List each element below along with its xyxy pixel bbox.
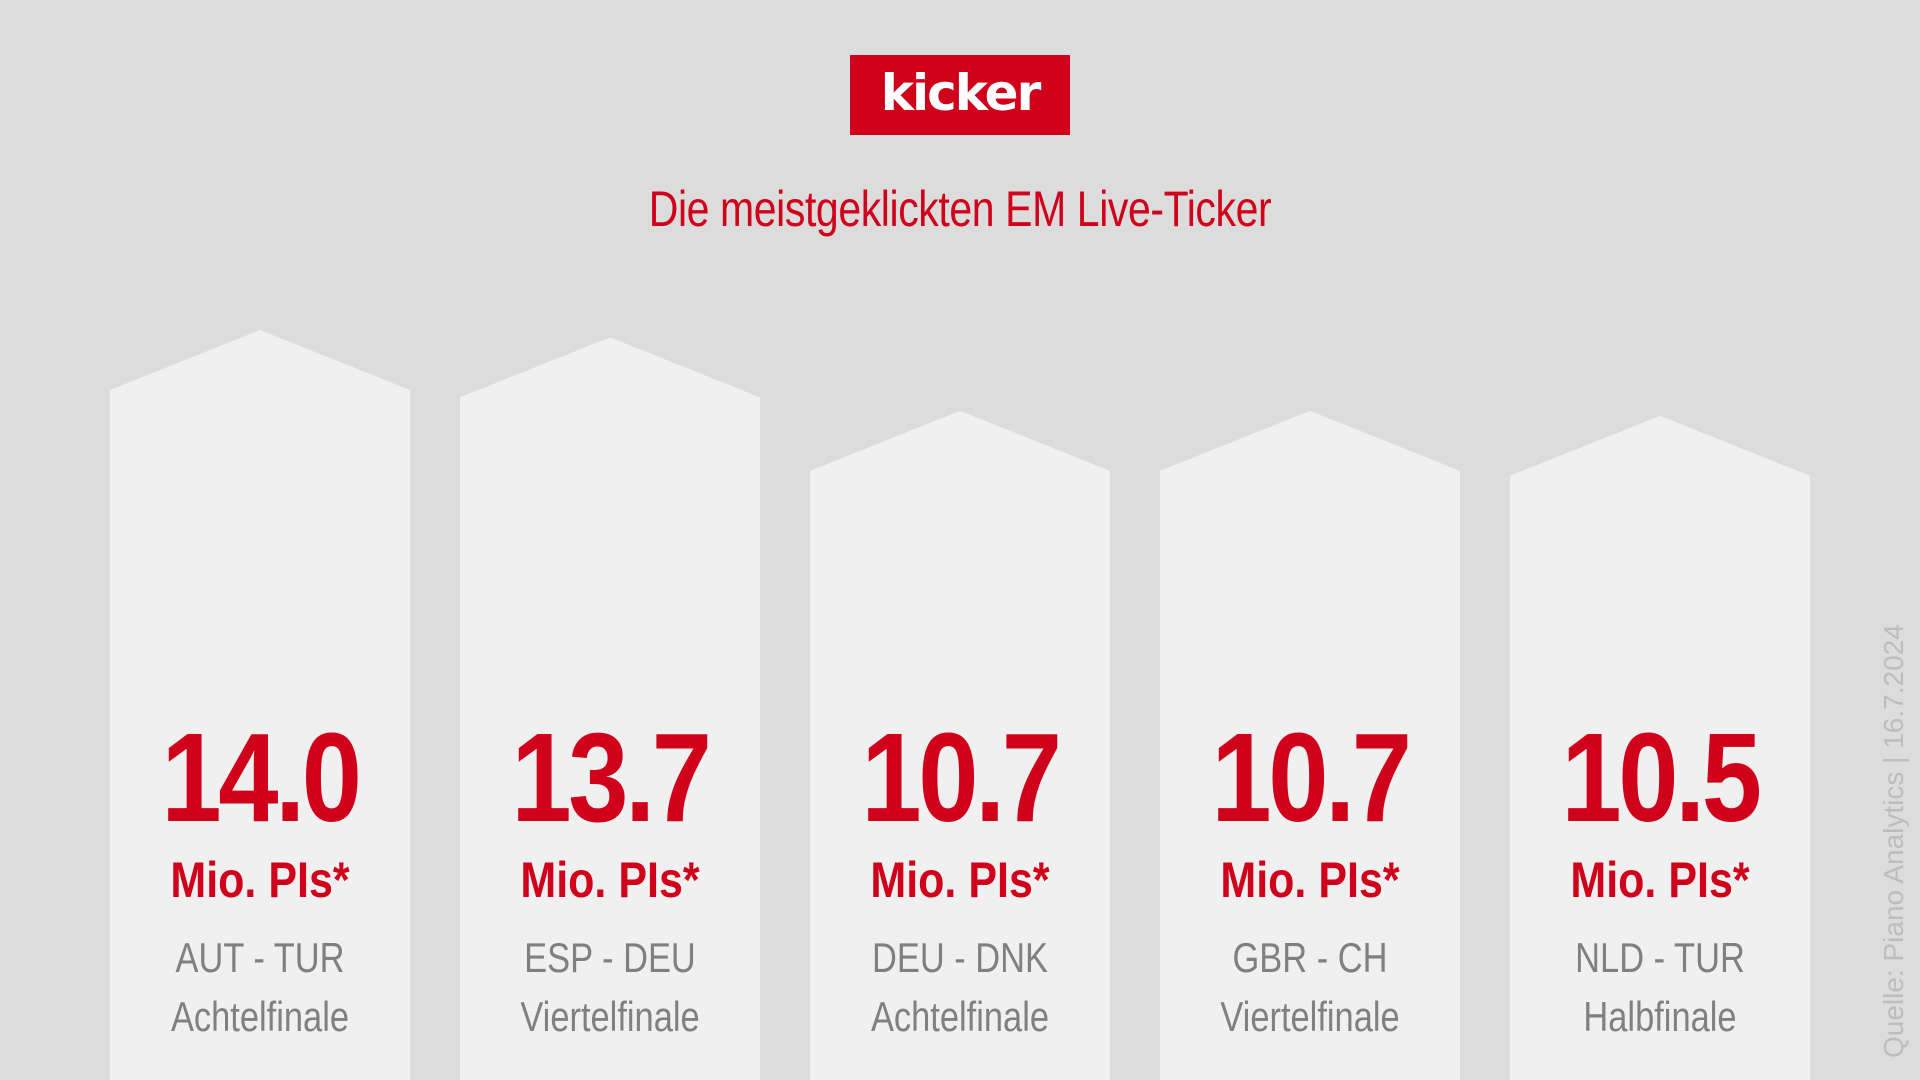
- bar-label-group: 13.7 Mio. PIs* ESP - DEU Viertelfinale: [460, 715, 760, 1038]
- source-note: Quelle: Piano Analytics | 16.7.2024: [1878, 624, 1909, 1058]
- bar-5: [1510, 415, 1810, 1080]
- value-label: 10.7: [1211, 707, 1412, 848]
- category-label: AUT - TUR: [175, 934, 345, 981]
- round-label: Viertelfinale: [1220, 993, 1400, 1040]
- bar-1: [110, 330, 410, 1080]
- value-label: 14.0: [161, 707, 362, 848]
- bar-label-group: 10.7 Mio. PIs* DEU - DNK Achtelfinale: [810, 715, 1110, 1038]
- unit-label: Mio. PIs*: [520, 852, 700, 908]
- category-label: ESP - DEU: [524, 934, 696, 981]
- unit-label: Mio. PIs*: [170, 852, 350, 908]
- round-label: Viertelfinale: [520, 993, 700, 1040]
- bar-label-group: 14.0 Mio. PIs* AUT - TUR Achtelfinale: [110, 715, 410, 1038]
- round-label: Halbfinale: [1583, 993, 1737, 1040]
- round-label: Achtelfinale: [870, 993, 1050, 1040]
- chart-title: Die meistgeklickten EM Live-Ticker: [648, 181, 1272, 237]
- category-label: NLD - TUR: [1575, 934, 1745, 981]
- value-label: 10.5: [1561, 707, 1762, 848]
- value-label: 10.7: [861, 707, 1062, 848]
- bar-label-group: 10.5 Mio. PIs* NLD - TUR Halbfinale: [1510, 715, 1810, 1038]
- kicker-logo: kicker: [850, 55, 1070, 135]
- category-label: DEU - DNK: [871, 934, 1049, 981]
- logo-text: kicker: [880, 64, 1042, 122]
- value-label: 13.7: [511, 707, 712, 848]
- unit-label: Mio. PIs*: [1570, 852, 1750, 908]
- unit-label: Mio. PIs*: [1220, 852, 1400, 908]
- bar-2: [460, 337, 760, 1080]
- unit-label: Mio. PIs*: [870, 852, 1050, 908]
- bar-3: [810, 410, 1110, 1080]
- category-label: GBR - CH: [1232, 934, 1388, 981]
- round-label: Achtelfinale: [170, 993, 350, 1040]
- bar-label-group: 10.7 Mio. PIs* GBR - CH Viertelfinale: [1160, 715, 1460, 1038]
- bar-4: [1160, 410, 1460, 1080]
